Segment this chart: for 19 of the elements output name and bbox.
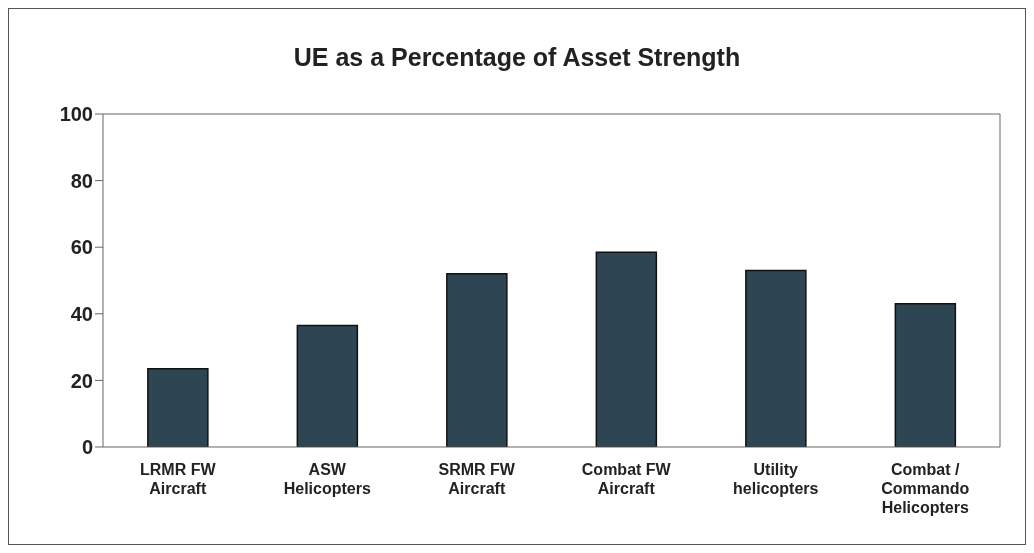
bar xyxy=(745,269,807,447)
bar xyxy=(446,273,508,447)
x-tick-label: Utility helicopters xyxy=(733,461,819,497)
y-tick-label: 20 xyxy=(70,369,93,392)
bar xyxy=(296,324,359,447)
chart-title: UE as a Percentage of Asset Strength xyxy=(292,42,742,73)
y-tick-label: 80 xyxy=(70,169,93,192)
x-tick-label: Combat FW Aircraft xyxy=(581,461,672,497)
bar xyxy=(595,251,658,447)
x-tick-label: LRMR FW Aircraft xyxy=(139,461,217,497)
y-tick-label: 60 xyxy=(70,236,93,259)
y-tick-label: 40 xyxy=(70,302,93,325)
y-tick-label: 0 xyxy=(81,436,93,459)
y-tick-label: 100 xyxy=(59,103,93,126)
x-tick-label: Combat / Commando Helicopters xyxy=(881,461,970,516)
x-tick-label: SRMR FW Aircraft xyxy=(438,461,516,497)
x-tick-label: ASW Helicopters xyxy=(283,461,371,497)
bar xyxy=(894,303,957,447)
bar xyxy=(147,368,209,447)
